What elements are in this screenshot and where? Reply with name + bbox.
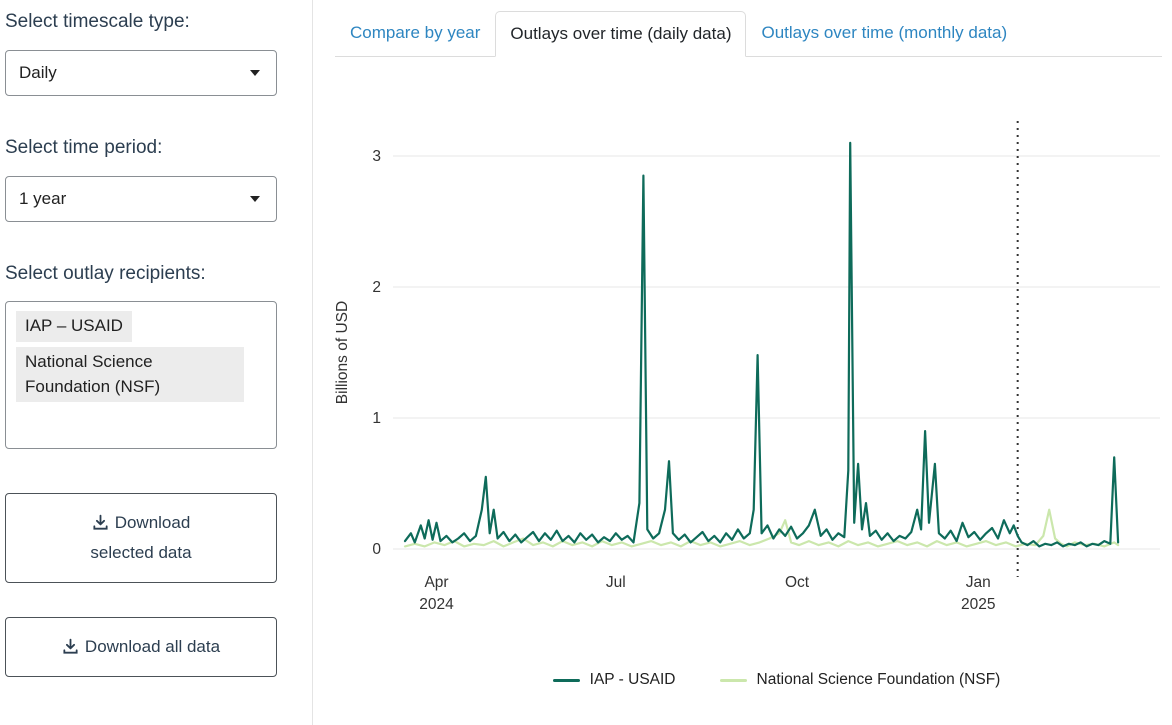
sidebar: Select timescale type: Daily Select time… — [0, 0, 313, 725]
legend-item-usaid: IAP - USAID — [552, 671, 676, 689]
tab-outlays-daily[interactable]: Outlays over time (daily data) — [495, 11, 747, 57]
svg-text:Jul: Jul — [606, 574, 626, 591]
download-all-label: Download all data — [84, 636, 221, 656]
tab-outlays-monthly[interactable]: Outlays over time (monthly data) — [761, 23, 1008, 42]
svg-text:1: 1 — [372, 410, 381, 427]
svg-text:3: 3 — [372, 148, 381, 165]
chevron-down-icon — [250, 195, 260, 202]
tab-bar: Compare by year Outlays over time (daily… — [335, 10, 1162, 57]
recipient-option-nsf[interactable]: National Science Foundation (NSF) — [16, 346, 244, 403]
legend-item-nsf: National Science Foundation (NSF) — [719, 671, 1001, 689]
timescale-label: Select timescale type: — [5, 11, 190, 32]
svg-text:Apr: Apr — [424, 574, 448, 591]
svg-text:Oct: Oct — [785, 574, 810, 591]
nsf-line-swatch — [719, 678, 747, 682]
time-period-select[interactable]: 1 year — [5, 175, 277, 222]
legend-label-nsf: National Science Foundation (NSF) — [756, 671, 1001, 688]
download-selected-button[interactable]: Download selected data — [5, 493, 277, 583]
download-all-button[interactable]: Download all data — [5, 616, 277, 677]
download-selected-label: Download selected data — [90, 513, 192, 562]
time-period-label: Select time period: — [5, 136, 163, 158]
legend-label-usaid: IAP - USAID — [589, 671, 676, 688]
svg-text:2025: 2025 — [961, 596, 995, 613]
download-icon — [63, 638, 78, 654]
svg-text:Jan: Jan — [966, 574, 991, 591]
svg-text:2024: 2024 — [419, 596, 454, 613]
timescale-select[interactable]: Daily — [5, 49, 277, 96]
tab-compare-by-year[interactable]: Compare by year — [350, 23, 481, 42]
recipients-multiselect[interactable]: IAP – USAID National Science Foundation … — [5, 301, 277, 450]
svg-text:0: 0 — [372, 541, 381, 558]
outlays-line-chart: 0 1 2 3 Billions of USD Apr 2024 Jul Oct Jan 2025 — [335, 121, 1160, 613]
download-icon — [93, 514, 108, 530]
timescale-value: Daily — [19, 62, 57, 82]
chart-legend: IAP - USAID National Science Foundation … — [393, 671, 1160, 689]
svg-text:Billions of USD: Billions of USD — [335, 301, 351, 404]
time-period-value: 1 year — [19, 188, 67, 208]
recipients-label: Select outlay recipients: — [5, 262, 206, 284]
chevron-down-icon — [250, 69, 260, 76]
svg-text:2: 2 — [372, 279, 381, 296]
usaid-line-swatch — [552, 678, 580, 682]
main-panel: Compare by year Outlays over time (daily… — [313, 0, 1172, 725]
chart-area: 0 1 2 3 Billions of USD Apr 2024 Jul Oct Jan 2025 … — [335, 94, 1162, 689]
recipient-option-usaid[interactable]: IAP – USAID — [16, 311, 132, 342]
